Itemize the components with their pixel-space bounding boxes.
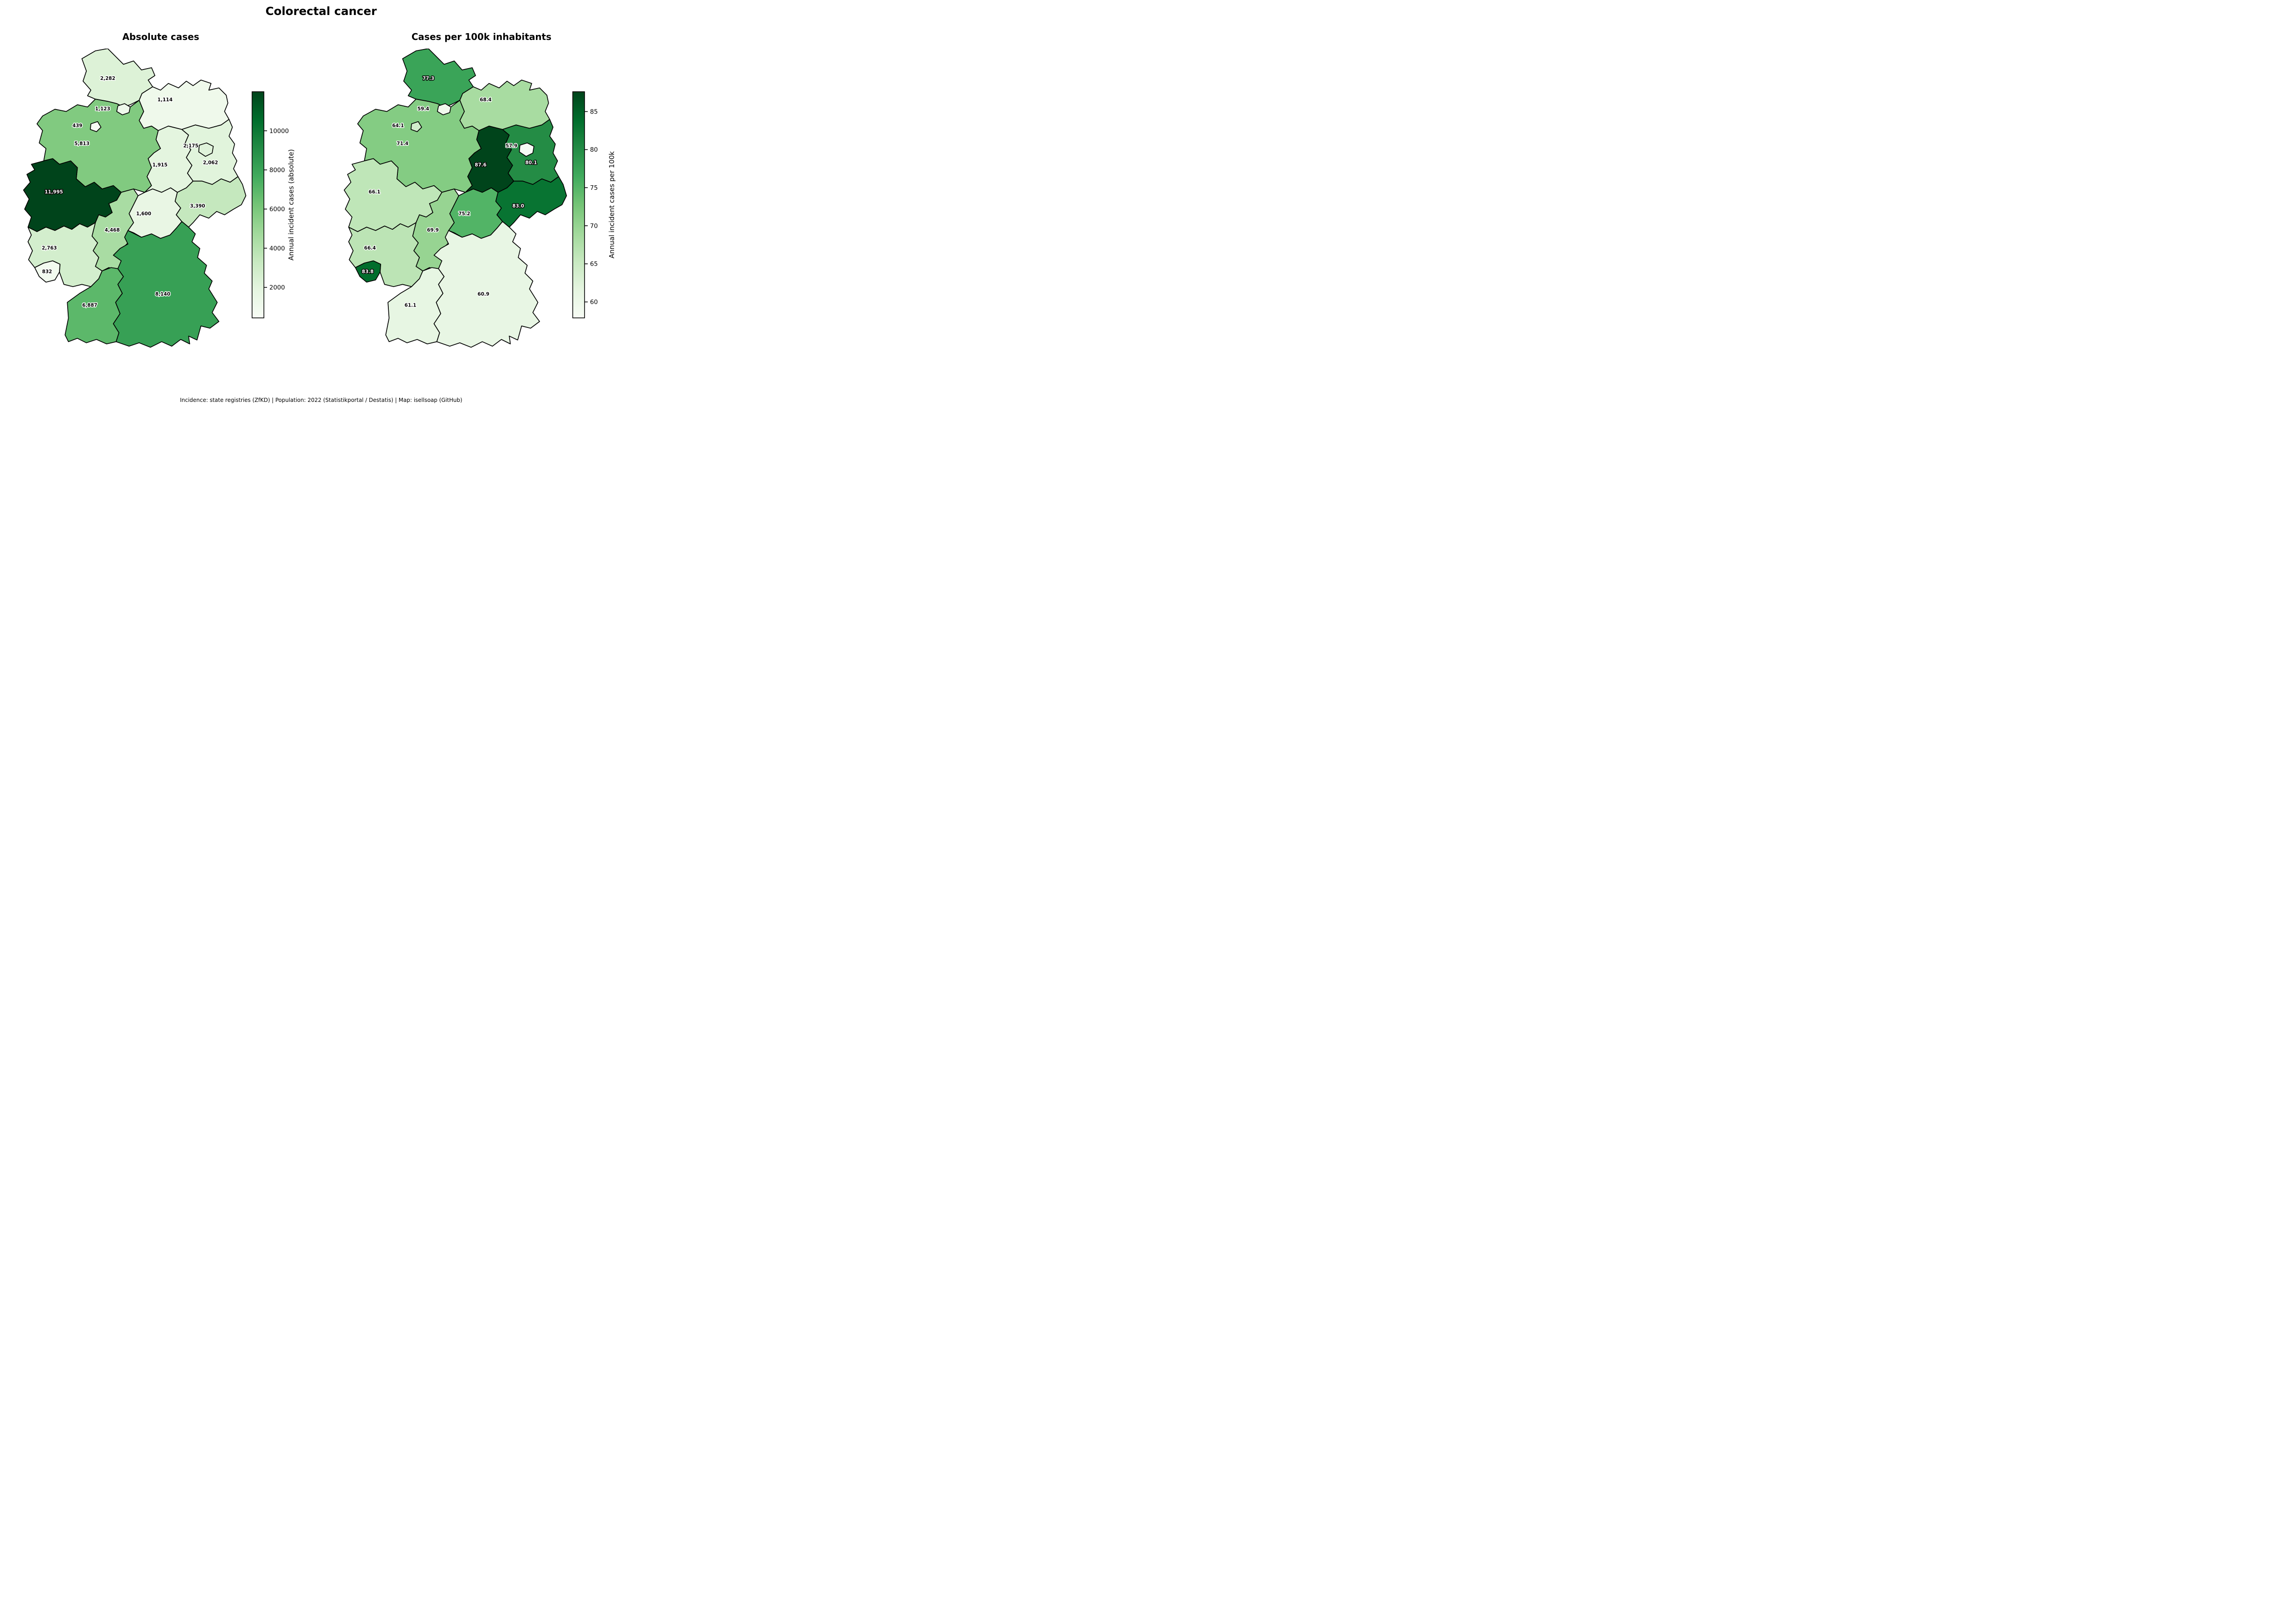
state-value-label-sn: 83.0 xyxy=(512,203,524,209)
state-shape-sn xyxy=(174,176,247,228)
figure-title: Colorectal cancer xyxy=(265,5,377,18)
state-shape-be xyxy=(198,142,214,157)
state-value-label-rp: 66.4 xyxy=(364,246,376,251)
state-value-label-bb: 2,062 xyxy=(203,160,218,166)
state-value-label-mv: 1,114 xyxy=(158,97,173,103)
panel-absolute-cases: Absolute cases 2,282 1,114 5,813 1,123 439 1,… xyxy=(22,19,299,357)
state-value-label-ni: 71.4 xyxy=(397,141,408,147)
state-shape-sn xyxy=(495,176,567,228)
state-shape-mv xyxy=(459,79,550,131)
colorbar-tick-label: 8000 xyxy=(269,167,285,174)
state-value-label-by: 8,140 xyxy=(155,292,170,297)
colorbar-tick-label: 85 xyxy=(590,108,598,115)
state-value-label-he: 69.9 xyxy=(427,228,439,233)
state-value-label-hh: 59.4 xyxy=(417,106,429,112)
state-value-label-hh: 1,123 xyxy=(95,106,110,112)
colorbar-gradient xyxy=(252,91,264,318)
state-value-label-bb: 80.1 xyxy=(525,160,537,166)
state-shape-mv xyxy=(139,79,230,131)
state-shape-he xyxy=(412,188,459,272)
colorbar-axis-label: Annual incident cases per 100k xyxy=(608,151,616,258)
state-value-label-sh: 2,282 xyxy=(100,76,115,81)
state-value-label-bw: 61.1 xyxy=(405,303,417,308)
state-value-label-hb: 439 xyxy=(72,123,82,129)
state-value-label-be: 57.9 xyxy=(506,144,517,149)
colorbar-tick-label: 2000 xyxy=(269,284,285,292)
colorbar-tick-label: 10000 xyxy=(269,128,289,135)
state-value-label-st: 1,915 xyxy=(153,163,168,168)
state-value-label-hb: 64.1 xyxy=(392,123,404,129)
state-shape-hb xyxy=(410,121,422,132)
colorbar-axis-label: Annual incident cases (absolute) xyxy=(287,149,295,260)
panel-title-absolute: Absolute cases xyxy=(122,31,199,42)
state-value-label-sn: 3,390 xyxy=(190,203,205,209)
state-shape-hh xyxy=(116,103,131,115)
figure: Colorectal cancer Absolute cases 2,282 1,… xyxy=(0,0,642,406)
colorbar-tick-label: 70 xyxy=(590,223,598,230)
state-value-label-nw: 11,995 xyxy=(45,189,63,195)
state-shape-hb xyxy=(89,121,102,132)
state-shape-be xyxy=(519,142,535,157)
colorbar-tick-label: 6000 xyxy=(269,206,285,213)
maprow-absolute: 2,282 1,114 5,813 1,123 439 1,915 2,062 2,175 11… xyxy=(22,49,299,357)
state-value-label-rp: 2,763 xyxy=(42,246,57,251)
germany-map-rate: 77.3 68.4 71.4 59.4 64.1 87.6 80.1 57.9 66.1 75.2… xyxy=(343,49,567,348)
colorbar-tick-label: 75 xyxy=(590,184,598,192)
state-value-label-ni: 5,813 xyxy=(74,141,89,147)
state-value-label-be: 2,175 xyxy=(183,144,198,149)
colorbar-tick-label: 4000 xyxy=(269,245,285,252)
state-shape-sl xyxy=(34,260,60,283)
panel-title-rate: Cases per 100k inhabitants xyxy=(412,31,551,42)
state-value-label-th: 1,600 xyxy=(136,211,151,217)
state-value-label-mv: 68.4 xyxy=(480,97,491,103)
state-value-label-bw: 6,887 xyxy=(82,303,97,308)
state-value-label-he: 4,468 xyxy=(104,228,119,233)
state-shape-rp xyxy=(27,222,103,287)
state-value-label-sl: 832 xyxy=(42,269,52,275)
colorbar-absolute: 2000 4000 6000 8000 10000 Annual incident cas… xyxy=(252,91,295,318)
state-shape-by xyxy=(433,221,540,348)
figure-footer: Incidence: state registries (ZfKD) | Pop… xyxy=(180,397,462,403)
state-value-label-nw: 66.1 xyxy=(369,189,381,195)
state-value-label-th: 75.2 xyxy=(458,211,470,217)
state-shape-sl xyxy=(355,260,381,283)
state-shape-by xyxy=(113,221,219,348)
panels-container: Absolute cases 2,282 1,114 5,813 1,123 439 1,… xyxy=(0,19,642,357)
state-value-label-st: 87.6 xyxy=(475,163,486,168)
colorbar-tick-label: 65 xyxy=(590,261,598,268)
state-shape-he xyxy=(91,188,139,272)
state-shape-rp xyxy=(348,222,423,287)
state-shape-hh xyxy=(437,103,451,115)
colorbar-tick-label: 80 xyxy=(590,146,598,153)
maprow-rate: 77.3 68.4 71.4 59.4 64.1 87.6 80.1 57.9 66.1 75.2… xyxy=(343,49,620,357)
colorbar-rate: 60 65 70 75 80 85 Annual incident cases per 10… xyxy=(572,91,616,318)
germany-map-absolute: 2,282 1,114 5,813 1,123 439 1,915 2,062 2,175 11… xyxy=(23,49,247,348)
panel-cases-per-100k: Cases per 100k inhabitants 77.3 68.4 71.4 5… xyxy=(343,19,620,357)
colorbar-tick-label: 60 xyxy=(590,299,598,306)
state-value-label-by: 60.9 xyxy=(477,292,489,297)
state-value-label-sl: 83.8 xyxy=(362,269,374,275)
colorbar-gradient xyxy=(572,91,585,318)
state-value-label-sh: 77.3 xyxy=(422,76,434,81)
